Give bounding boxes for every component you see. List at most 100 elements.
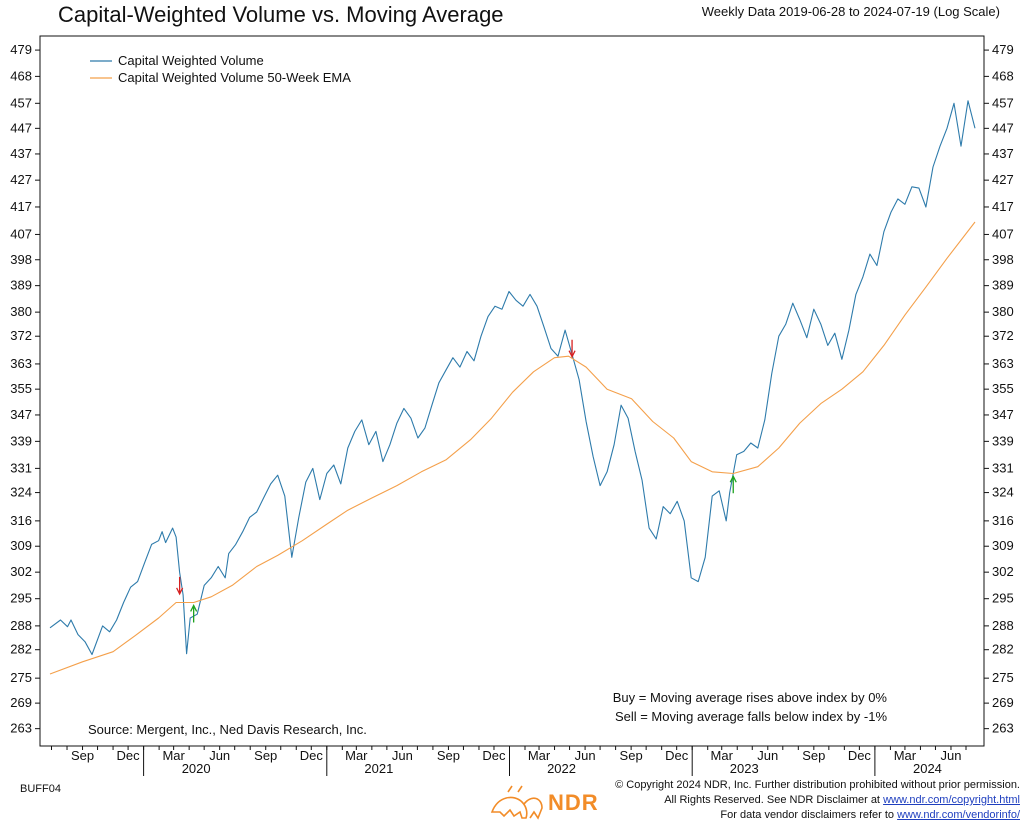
x-month-label-6: Mar xyxy=(345,748,368,763)
x-year-label-2: 2022 xyxy=(547,761,576,776)
y-tick-label-right-22: 437 xyxy=(992,146,1014,161)
x-month-label-16: Sep xyxy=(802,748,825,763)
y-tick-label-left-15: 372 xyxy=(10,328,32,343)
copyright-line-3: For data vendor disclaimers refer to www… xyxy=(615,808,1020,823)
x-month-label-9: Dec xyxy=(482,748,506,763)
y-tick-label-left-18: 398 xyxy=(10,252,32,267)
y-tick-label-right-26: 479 xyxy=(992,42,1014,57)
copyright-line-2-text: All Rights Reserved. See NDR Disclaimer … xyxy=(664,794,884,806)
y-tick-label-right-13: 355 xyxy=(992,381,1014,396)
series-line-1 xyxy=(49,221,976,675)
x-month-label-8: Sep xyxy=(437,748,460,763)
x-month-label-17: Dec xyxy=(848,748,872,763)
y-tick-label-left-26: 479 xyxy=(10,42,32,57)
series-line-0 xyxy=(49,100,976,656)
y-tick-label-left-5: 295 xyxy=(10,591,32,606)
y-tick-label-left-24: 457 xyxy=(10,95,32,110)
chart-canvas: 263 263 269 269 275 275 282 282 288 288 295 295 302 3… xyxy=(10,35,1014,776)
x-month-label-2: Mar xyxy=(162,748,185,763)
y-tick-label-right-24: 457 xyxy=(992,95,1014,110)
x-month-label-10: Mar xyxy=(528,748,551,763)
y-tick-label-left-7: 309 xyxy=(10,538,32,553)
y-tick-label-left-11: 339 xyxy=(10,433,32,448)
y-tick-label-left-6: 302 xyxy=(10,564,32,579)
y-tick-label-right-14: 363 xyxy=(992,356,1014,371)
x-month-label-18: Mar xyxy=(894,748,917,763)
y-tick-label-left-25: 468 xyxy=(10,68,32,83)
y-tick-label-right-15: 372 xyxy=(992,328,1014,343)
buy-rule-annotation: Buy = Moving average rises above index b… xyxy=(613,690,888,705)
y-tick-label-right-25: 468 xyxy=(992,68,1014,83)
copyright-line-1: © Copyright 2024 NDR, Inc. Further distr… xyxy=(615,779,1020,791)
x-month-label-15: Jun xyxy=(757,748,778,763)
x-month-label-13: Dec xyxy=(665,748,689,763)
y-tick-label-right-11: 339 xyxy=(992,433,1014,448)
x-year-label-0: 2020 xyxy=(182,761,211,776)
y-tick-label-left-10: 331 xyxy=(10,460,32,475)
buy-signal-arrow-3 xyxy=(729,474,737,494)
copyright-block: © Copyright 2024 NDR, Inc. Further distr… xyxy=(615,778,1020,823)
legend-label-ema: Capital Weighted Volume 50-Week EMA xyxy=(118,70,351,85)
y-tick-label-right-12: 347 xyxy=(992,407,1014,422)
sell-rule-annotation: Sell = Moving average falls below index … xyxy=(615,709,888,724)
y-tick-label-right-2: 275 xyxy=(992,670,1014,685)
y-tick-label-right-7: 309 xyxy=(992,538,1014,553)
y-tick-label-left-12: 347 xyxy=(10,407,32,422)
plot-frame xyxy=(39,35,985,747)
chart-title: Capital-Weighted Volume vs. Moving Avera… xyxy=(58,2,504,27)
x-month-label-0: Sep xyxy=(71,748,94,763)
y-tick-label-right-18: 398 xyxy=(992,252,1014,267)
y-tick-label-right-10: 331 xyxy=(992,460,1014,475)
y-tick-label-left-9: 324 xyxy=(10,485,32,500)
y-tick-label-right-17: 389 xyxy=(992,278,1014,293)
x-year-label-1: 2021 xyxy=(364,761,393,776)
sell-signal-arrow-2 xyxy=(568,339,576,359)
source-annotation: Source: Mergent, Inc., Ned Davis Researc… xyxy=(88,722,367,737)
copyright-link[interactable]: www.ndr.com/copyright.html xyxy=(883,794,1020,806)
buy-signal-arrow-1 xyxy=(190,604,198,623)
y-tick-label-right-16: 380 xyxy=(992,304,1014,319)
y-tick-label-left-16: 380 xyxy=(10,304,32,319)
x-year-label-4: 2024 xyxy=(913,761,942,776)
y-tick-label-left-0: 263 xyxy=(10,721,32,736)
y-tick-label-right-4: 288 xyxy=(992,618,1014,633)
y-tick-label-right-21: 427 xyxy=(992,172,1014,187)
x-month-label-12: Sep xyxy=(620,748,643,763)
x-month-label-7: Jun xyxy=(392,748,413,763)
y-tick-label-right-1: 269 xyxy=(992,695,1014,710)
chart-subtitle: Weekly Data 2019-06-28 to 2024-07-19 (Lo… xyxy=(701,4,1000,19)
chart-lines xyxy=(49,100,976,675)
y-tick-label-right-5: 295 xyxy=(992,591,1014,606)
y-tick-label-right-9: 324 xyxy=(992,485,1014,500)
x-month-label-1: Dec xyxy=(117,748,141,763)
y-tick-label-right-0: 263 xyxy=(992,721,1014,736)
y-tick-label-right-6: 302 xyxy=(992,564,1014,579)
x-month-label-5: Dec xyxy=(300,748,324,763)
vendor-link[interactable]: www.ndr.com/vendorinfo/ xyxy=(897,809,1020,821)
sell-signal-arrow-0 xyxy=(176,576,184,596)
y-tick-label-right-23: 447 xyxy=(992,120,1014,135)
chart-axes: 263 263 269 269 275 275 282 282 288 288 295 295 302 3… xyxy=(10,35,1014,776)
x-month-label-3: Jun xyxy=(209,748,230,763)
y-tick-label-right-19: 407 xyxy=(992,226,1014,241)
y-tick-label-left-14: 363 xyxy=(10,356,32,371)
chart-signals xyxy=(176,339,737,623)
y-tick-label-right-8: 316 xyxy=(992,513,1014,528)
y-tick-label-left-20: 417 xyxy=(10,199,32,214)
legend-label-volume: Capital Weighted Volume xyxy=(118,53,264,68)
x-month-label-4: Sep xyxy=(254,748,277,763)
y-tick-label-left-22: 437 xyxy=(10,146,32,161)
y-tick-label-left-2: 275 xyxy=(10,670,32,685)
x-year-label-3: 2023 xyxy=(730,761,759,776)
bull-bear-logo-icon xyxy=(490,785,543,820)
copyright-line-2: All Rights Reserved. See NDR Disclaimer … xyxy=(615,793,1020,808)
ndr-logo-text: NDR xyxy=(548,790,599,815)
y-tick-label-left-13: 355 xyxy=(10,381,32,396)
y-tick-label-left-17: 389 xyxy=(10,278,32,293)
y-tick-label-left-19: 407 xyxy=(10,226,32,241)
x-month-label-19: Jun xyxy=(940,748,961,763)
x-month-label-14: Mar xyxy=(711,748,734,763)
chart-legend: Capital Weighted Volume Capital Weighted… xyxy=(90,53,351,85)
y-tick-label-left-23: 447 xyxy=(10,120,32,135)
x-month-label-11: Jun xyxy=(575,748,596,763)
